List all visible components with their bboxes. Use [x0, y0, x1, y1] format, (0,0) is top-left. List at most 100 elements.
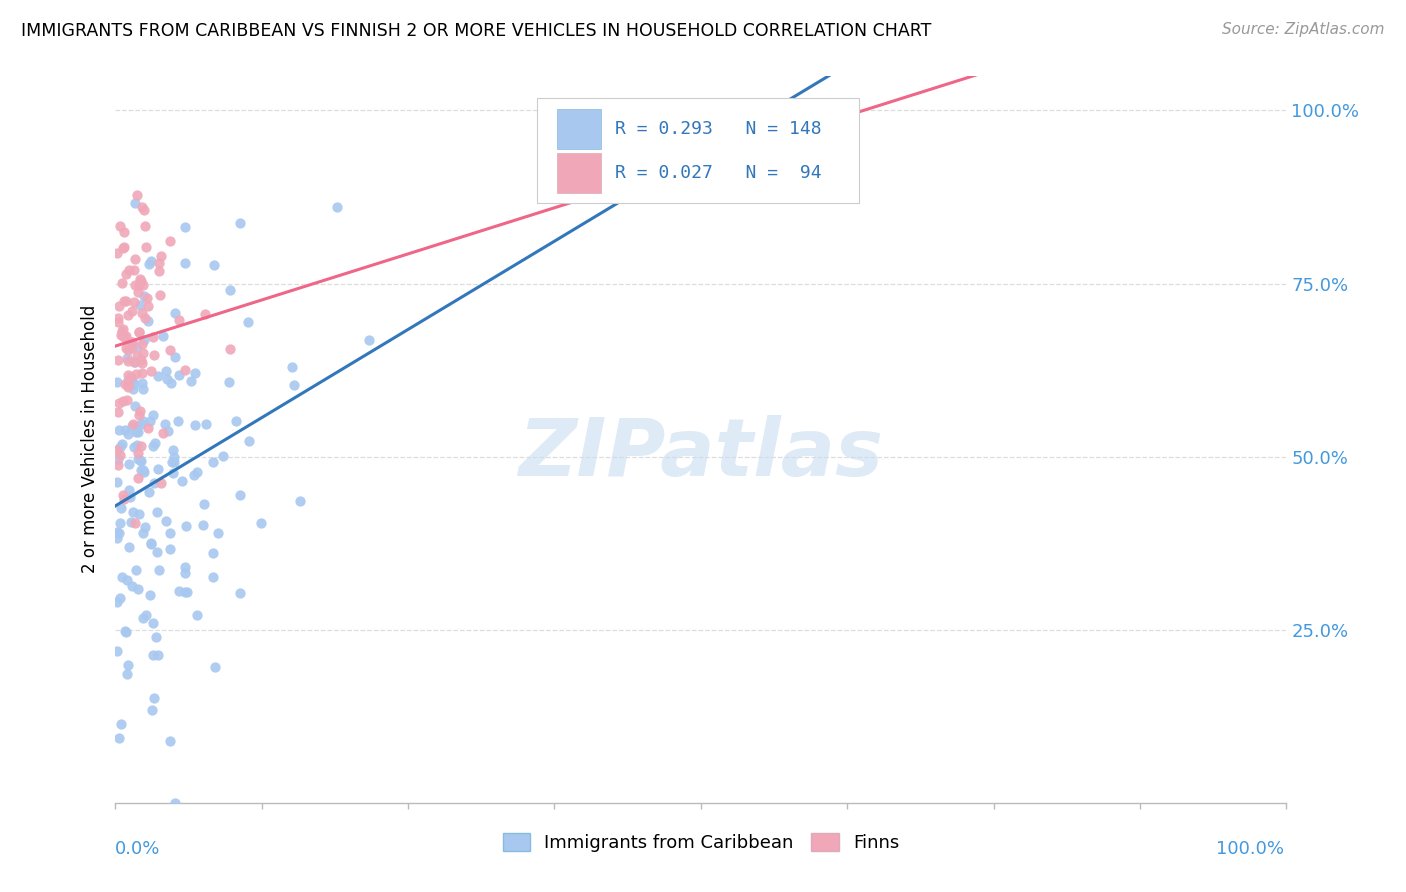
Point: [357, 334, 380, 348]
Point: [107, 315, 129, 329]
Point: [229, 488, 252, 502]
Point: [159, 541, 181, 556]
Point: [281, 359, 304, 374]
Point: [112, 240, 135, 254]
Point: [184, 418, 207, 433]
Point: [146, 368, 169, 383]
Point: [131, 356, 153, 370]
Point: [105, 475, 128, 489]
Point: [145, 631, 167, 645]
Point: [124, 278, 146, 293]
Point: [129, 272, 152, 286]
Point: [131, 462, 153, 476]
Point: [105, 245, 128, 260]
Point: [163, 455, 186, 469]
Point: [142, 648, 165, 662]
Point: [146, 462, 169, 476]
Point: [124, 252, 146, 266]
Point: [122, 355, 145, 369]
Point: [132, 203, 155, 218]
Point: [125, 418, 148, 433]
Point: [136, 291, 159, 305]
Point: [174, 220, 197, 235]
Point: [174, 256, 197, 270]
Point: [105, 644, 128, 658]
Point: [117, 373, 139, 387]
Point: [120, 370, 142, 384]
Point: [149, 249, 172, 263]
Point: [128, 325, 150, 339]
Point: [204, 659, 226, 673]
Text: R = 0.027   N =  94: R = 0.027 N = 94: [616, 163, 823, 181]
Point: [127, 285, 149, 300]
Point: [156, 425, 179, 439]
Point: [134, 219, 156, 234]
Point: [112, 330, 135, 344]
Point: [283, 378, 305, 392]
Point: [128, 325, 150, 339]
Point: [121, 342, 143, 356]
Point: [117, 368, 139, 382]
Point: [173, 566, 195, 580]
Point: [135, 607, 157, 622]
Point: [159, 526, 181, 541]
Point: [142, 615, 165, 630]
Point: [108, 396, 131, 410]
Point: [110, 328, 132, 343]
Point: [132, 333, 155, 347]
Point: [167, 368, 190, 382]
Point: [111, 276, 134, 290]
Text: Source: ZipAtlas.com: Source: ZipAtlas.com: [1222, 22, 1385, 37]
Point: [127, 188, 149, 202]
Point: [108, 525, 131, 540]
Point: [202, 570, 225, 584]
Point: [117, 458, 139, 472]
Point: [124, 195, 146, 210]
Point: [165, 796, 187, 810]
Point: [131, 306, 153, 320]
Point: [160, 376, 183, 390]
Point: [129, 453, 152, 467]
Text: R = 0.293   N = 148: R = 0.293 N = 148: [616, 120, 823, 138]
Point: [155, 417, 177, 431]
Point: [145, 544, 167, 558]
Point: [218, 376, 240, 390]
Point: [141, 703, 163, 717]
Point: [136, 314, 159, 328]
Point: [156, 372, 179, 386]
Point: [149, 288, 172, 302]
Point: [202, 455, 225, 469]
Point: [111, 328, 134, 343]
Point: [127, 349, 149, 363]
Point: [111, 322, 134, 336]
FancyBboxPatch shape: [557, 153, 602, 193]
Point: [108, 423, 131, 437]
Point: [149, 475, 172, 490]
Text: IMMIGRANTS FROM CARIBBEAN VS FINNISH 2 OR MORE VEHICLES IN HOUSEHOLD CORRELATION: IMMIGRANTS FROM CARIBBEAN VS FINNISH 2 O…: [21, 22, 931, 40]
Point: [143, 348, 166, 362]
Point: [114, 376, 136, 391]
Text: 100.0%: 100.0%: [1216, 840, 1284, 858]
Point: [131, 463, 153, 477]
Point: [132, 526, 155, 541]
Legend: Immigrants from Caribbean, Finns: Immigrants from Caribbean, Finns: [495, 825, 907, 859]
Point: [122, 294, 145, 309]
Point: [121, 334, 143, 349]
Point: [139, 414, 162, 428]
Point: [141, 536, 163, 550]
Point: [249, 516, 271, 530]
Point: [108, 299, 131, 313]
Point: [117, 573, 139, 587]
Point: [152, 328, 174, 343]
Point: [110, 501, 132, 516]
Point: [124, 400, 146, 414]
Point: [173, 560, 195, 574]
Point: [112, 293, 135, 308]
Point: [134, 520, 156, 534]
Point: [194, 417, 217, 431]
Point: [121, 417, 143, 431]
Point: [131, 376, 153, 390]
Point: [110, 591, 132, 606]
Point: [117, 657, 139, 672]
Point: [238, 315, 260, 329]
